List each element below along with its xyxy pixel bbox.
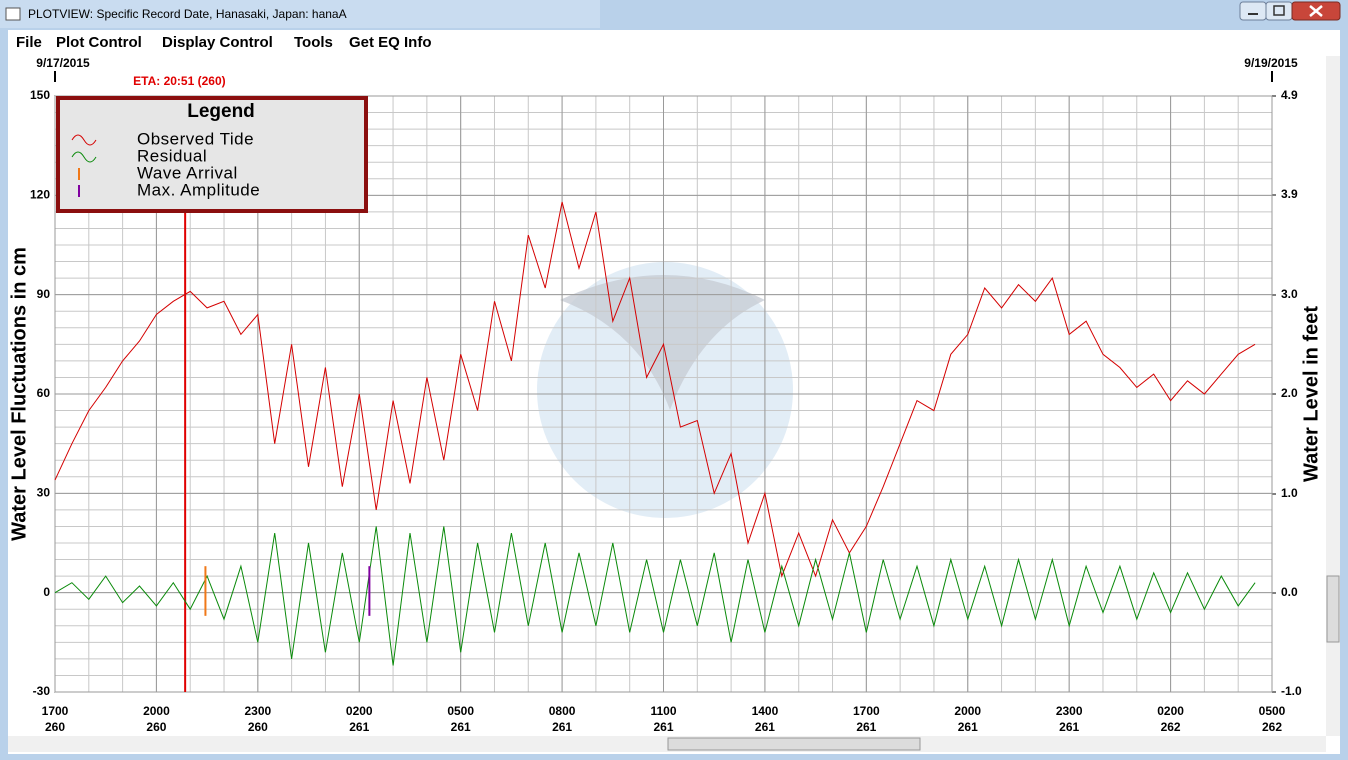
legend-title: Legend — [187, 101, 255, 122]
menu-item[interactable]: Display Control — [162, 34, 273, 51]
x-tick-label: 0200 — [1157, 704, 1184, 718]
y2-axis-label: Water Level in feet — [1300, 306, 1322, 482]
close-icon — [1309, 5, 1323, 17]
x-tick-label: 0500 — [447, 704, 474, 718]
menu-bar: File Plot Control Display Control Tools Get … — [16, 34, 432, 51]
legend-swatch — [71, 151, 97, 163]
x-tick-day: 261 — [451, 720, 471, 734]
legend-box — [56, 96, 368, 213]
menu-item[interactable]: Plot Control — [56, 34, 142, 51]
end-date: 9/19/2015 — [1244, 56, 1298, 70]
y-tick-label: 60 — [37, 386, 51, 400]
x-tick-day: 261 — [552, 720, 572, 734]
start-date: 9/17/2015 — [36, 56, 90, 70]
window-title: PLOTVIEW: Specific Record Date, Hanasaki… — [28, 7, 347, 21]
x-tick-day: 260 — [45, 720, 65, 734]
y-tick-label: 0 — [43, 585, 50, 599]
legend-label: Wave Arrival — [137, 163, 238, 182]
x-tick-label: 2000 — [143, 704, 170, 718]
x-tick-label: 2300 — [1056, 704, 1083, 718]
maximize-button[interactable] — [1265, 1, 1293, 21]
app-icon — [5, 7, 21, 21]
x-tick-day: 261 — [349, 720, 369, 734]
window-buttons — [1239, 1, 1341, 21]
legend-label: Max. Amplitude — [137, 180, 260, 199]
maximize-icon — [1273, 5, 1285, 16]
menu-item[interactable]: File — [16, 34, 42, 51]
legend-label: Observed Tide — [137, 129, 254, 148]
y2-tick-label: 2.0 — [1281, 386, 1298, 400]
x-tick-day: 261 — [1059, 720, 1079, 734]
x-tick-label: 1700 — [853, 704, 880, 718]
x-tick-label: 1400 — [752, 704, 779, 718]
x-tick-day: 260 — [146, 720, 166, 734]
eta-label: ETA: 20:51 (260) — [133, 74, 225, 88]
x-tick-label: 1100 — [650, 704, 676, 718]
y2-tick-label: -1.0 — [1281, 684, 1302, 698]
y-axis-label: Water Level Fluctuations in cm — [8, 247, 30, 541]
x-tick-day: 262 — [1161, 720, 1181, 734]
vertical-scrollbar[interactable] — [1326, 56, 1340, 736]
x-tick-day: 260 — [248, 720, 268, 734]
y-tick-label: 90 — [37, 287, 51, 301]
title-bar — [0, 0, 600, 28]
horizontal-scrollbar[interactable] — [8, 736, 1326, 752]
y2-tick-label: 0.0 — [1281, 585, 1298, 599]
y-tick-label: -30 — [33, 684, 51, 698]
vertical-scroll-thumb[interactable] — [1326, 575, 1340, 643]
x-tick-label: 0500 — [1259, 704, 1286, 718]
x-tick-day: 261 — [958, 720, 978, 734]
minimize-button[interactable] — [1239, 1, 1267, 21]
x-tick-day: 261 — [856, 720, 876, 734]
menu-item[interactable]: Get EQ Info — [349, 34, 432, 51]
x-tick-day: 261 — [755, 720, 775, 734]
x-tick-label: 0800 — [549, 704, 576, 718]
menu-item[interactable]: Tools — [294, 34, 333, 51]
x-tick-label: 0200 — [346, 704, 373, 718]
y-tick-label: 120 — [30, 188, 50, 202]
x-tick-label: 1700 — [42, 704, 69, 718]
y2-tick-label: 1.0 — [1281, 486, 1298, 500]
x-tick-label: 2000 — [954, 704, 981, 718]
y2-tick-label: 3.9 — [1281, 187, 1298, 201]
legend-label: Residual — [137, 146, 207, 165]
y-tick-label: 150 — [30, 88, 50, 102]
series-line — [54, 201, 1256, 578]
x-tick-day: 262 — [1262, 720, 1282, 734]
y-tick-label: 30 — [37, 486, 51, 500]
x-tick-label: 2300 — [244, 704, 271, 718]
y2-tick-label: 4.9 — [1281, 88, 1298, 102]
y2-tick-label: 3.0 — [1281, 287, 1298, 301]
series-line — [54, 526, 1256, 666]
horizontal-scroll-thumb[interactable] — [667, 737, 921, 751]
plot: -30 0 30 60 90 120 150 -1.0 0.0 1.0 2.0 3.0 3.9 4.9 17… — [8, 56, 1322, 734]
x-tick-day: 261 — [653, 720, 673, 734]
legend-swatch — [71, 134, 97, 146]
